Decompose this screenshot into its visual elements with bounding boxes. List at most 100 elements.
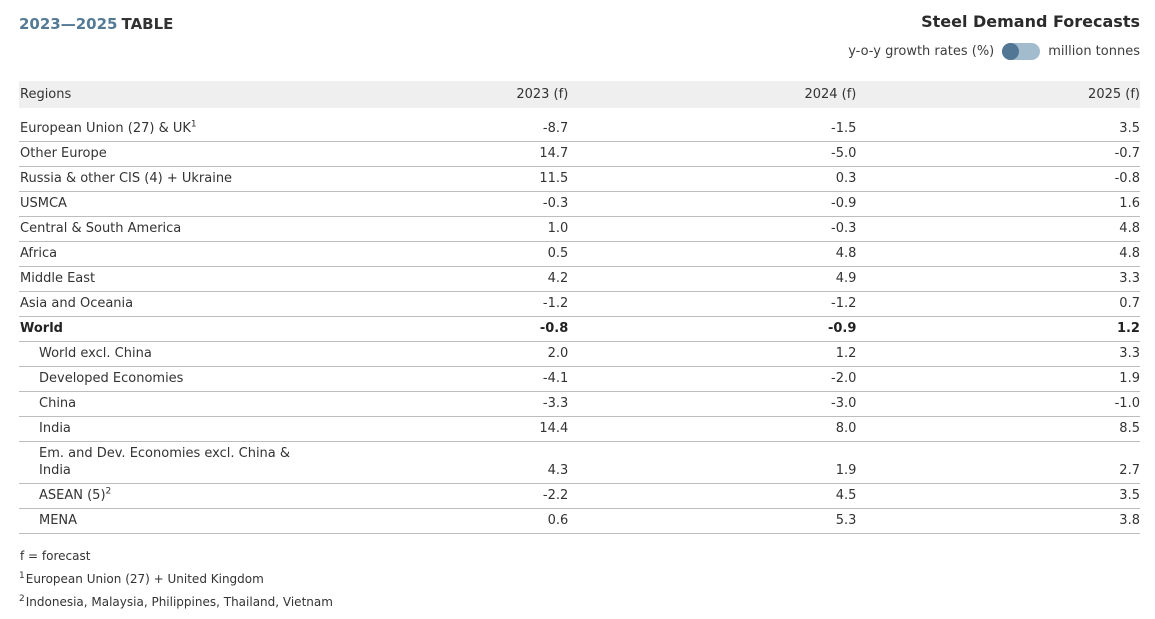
value-cell: -0.3 (542, 196, 569, 211)
table-row: World excl. China 2.0 1.2 3.3 (19, 342, 1140, 367)
footnote-forecast: f = forecast (20, 549, 91, 563)
table-row: USMCA -0.3 -0.9 1.6 (19, 192, 1140, 217)
value-cell: 3.8 (1119, 513, 1140, 528)
value-cell: -4.1 (542, 371, 569, 386)
value-cell: -0.9 (827, 321, 857, 336)
value-cell: 8.5 (1119, 421, 1140, 436)
value-cell: 0.3 (835, 171, 857, 186)
region-label: Em. and Dev. Economies excl. China & Ind… (39, 446, 291, 478)
table-header-row: Regions 2023 (f) 2024 (f) 2025 (f) (19, 81, 1140, 108)
region-label: Asia and Oceania (20, 296, 134, 311)
value-cell: 1.0 (547, 221, 569, 236)
value-cell: 2.7 (1119, 463, 1140, 478)
table-row: Em. and Dev. Economies excl. China & Ind… (19, 442, 1140, 484)
value-cell: 1.2 (835, 346, 857, 361)
table-row: MENA 0.6 5.3 3.8 (19, 509, 1140, 534)
value-cell: 0.5 (547, 246, 569, 261)
top-bar: 2023—2025 TABLE Steel Demand Forecasts y-… (19, 12, 1140, 60)
value-cell: -1.2 (831, 296, 857, 311)
value-cell: 8.0 (835, 421, 857, 436)
value-cell: 0.6 (547, 513, 569, 528)
table-row: China -3.3 -3.0 -1.0 (19, 392, 1140, 417)
footnotes: f = forecast 1European Union (27) + Unit… (19, 545, 1140, 614)
value-cell: 3.5 (1119, 121, 1140, 136)
region-label: Other Europe (20, 146, 107, 161)
table-row: European Union (27) & UK1 -8.7 -1.5 3.5 (19, 117, 1140, 142)
value-cell: 4.8 (1119, 246, 1140, 261)
footnote-eu: 1European Union (27) + United Kingdom (19, 571, 264, 587)
value-cell: 4.8 (835, 246, 857, 261)
value-cell: -5.0 (831, 146, 857, 161)
table-row: Africa 0.5 4.8 4.8 (19, 242, 1140, 267)
value-cell: 3.5 (1119, 488, 1140, 503)
value-cell: 4.8 (1119, 221, 1140, 236)
value-cell: -8.7 (542, 121, 569, 136)
table-row: Middle East 4.2 4.9 3.3 (19, 267, 1140, 292)
region-label: China (39, 396, 77, 411)
value-cell: -3.3 (542, 396, 569, 411)
toggle-knob-icon (1002, 43, 1020, 60)
region-label: Middle East (20, 271, 96, 286)
value-cell: 14.7 (539, 146, 569, 161)
page-title: Steel Demand Forecasts (921, 12, 1140, 31)
column-header-2025: 2025 (f) (1088, 87, 1140, 102)
value-cell: 14.4 (539, 421, 569, 436)
table-row: ASEAN (5)2 -2.2 4.5 3.5 (19, 484, 1140, 509)
value-cell: 4.9 (835, 271, 857, 286)
period-heading: 2023—2025 TABLE (19, 12, 173, 33)
region-label: Developed Economies (39, 371, 184, 386)
table-row: Other Europe 14.7 -5.0 -0.7 (19, 142, 1140, 167)
forecast-table: Regions 2023 (f) 2024 (f) 2025 (f) Europ… (19, 81, 1140, 534)
footnote-asean: 2Indonesia, Malaysia, Philippines, Thail… (19, 594, 333, 610)
units-toggle-row: y-o-y growth rates (%) million tonnes (848, 43, 1140, 60)
table-row: India 14.4 8.0 8.5 (19, 417, 1140, 442)
region-label: USMCA (20, 196, 67, 211)
value-cell: 4.3 (547, 463, 569, 478)
table-body: European Union (27) & UK1 -8.7 -1.5 3.5 Othe… (19, 108, 1140, 534)
region-label: Africa (20, 246, 58, 261)
period-label: 2023—2025 (19, 15, 118, 33)
header-right: Steel Demand Forecasts y-o-y growth rate… (848, 12, 1140, 60)
region-label: ASEAN (5)2 (39, 486, 112, 503)
value-cell: -2.2 (542, 488, 569, 503)
region-label: World (20, 321, 63, 336)
value-cell: -1.2 (542, 296, 569, 311)
value-cell: 0.7 (1119, 296, 1140, 311)
table-row: Russia & other CIS (4) + Ukraine 11.5 0.3 -… (19, 167, 1140, 192)
value-cell: 5.3 (835, 513, 857, 528)
value-cell: 4.2 (547, 271, 569, 286)
value-cell: -0.8 (1114, 171, 1140, 186)
view-label-table: TABLE (121, 15, 174, 33)
region-label: World excl. China (39, 346, 152, 361)
column-header-2024: 2024 (f) (804, 87, 857, 102)
units-toggle[interactable] (1002, 43, 1041, 60)
region-label: India (39, 421, 71, 436)
table-row: Asia and Oceania -1.2 -1.2 0.7 (19, 292, 1140, 317)
value-cell: 1.9 (1119, 371, 1140, 386)
value-cell: 3.3 (1119, 346, 1140, 361)
value-cell: -3.0 (831, 396, 857, 411)
value-cell: 3.3 (1119, 271, 1140, 286)
value-cell: -0.7 (1114, 146, 1140, 161)
table-row: World -0.8 -0.9 1.2 (19, 317, 1140, 342)
region-label: European Union (27) & UK1 (20, 119, 197, 136)
table-row: Central & South America 1.0 -0.3 4.8 (19, 217, 1140, 242)
toggle-left-label: y-o-y growth rates (%) (848, 44, 995, 59)
value-cell: 11.5 (539, 171, 569, 186)
value-cell: -0.8 (539, 321, 569, 336)
value-cell: 4.5 (835, 488, 857, 503)
value-cell: -1.5 (831, 121, 857, 136)
toggle-right-label: million tonnes (1048, 44, 1140, 59)
value-cell: -0.9 (831, 196, 857, 211)
column-header-regions: Regions (20, 87, 72, 102)
region-label: MENA (39, 513, 78, 528)
value-cell: -2.0 (831, 371, 857, 386)
value-cell: 1.2 (1116, 321, 1140, 336)
table-row: Developed Economies -4.1 -2.0 1.9 (19, 367, 1140, 392)
value-cell: 2.0 (547, 346, 569, 361)
value-cell: -1.0 (1114, 396, 1140, 411)
column-header-2023: 2023 (f) (516, 87, 569, 102)
region-label: Russia & other CIS (4) + Ukraine (20, 171, 233, 186)
value-cell: 1.6 (1119, 196, 1140, 211)
